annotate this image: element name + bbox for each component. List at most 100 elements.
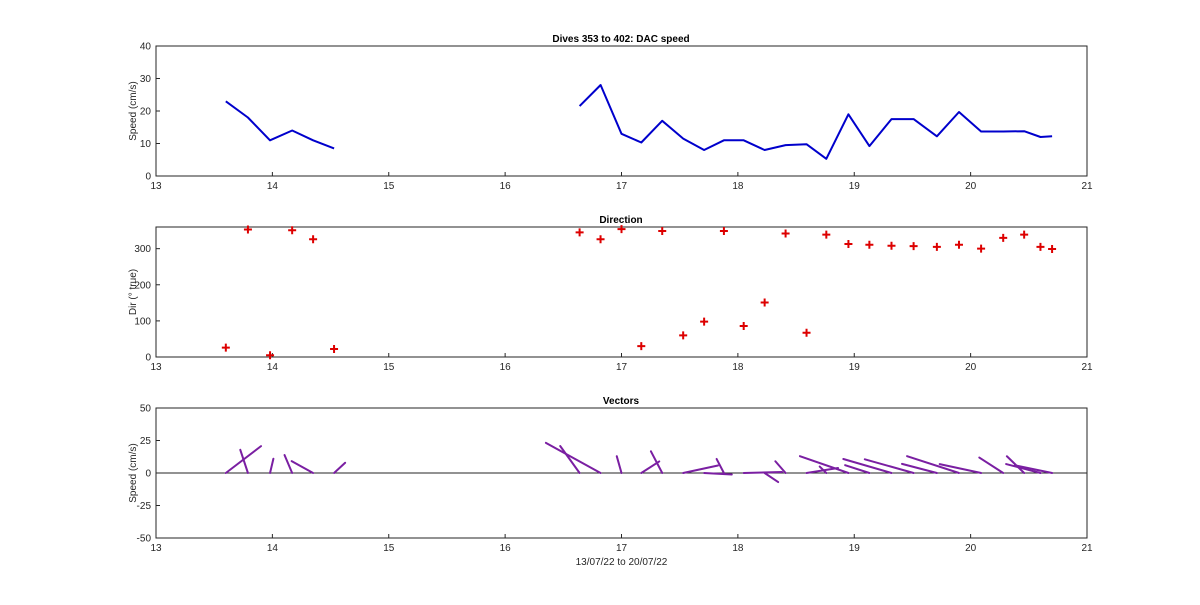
direction-point — [977, 244, 986, 253]
direction-point — [243, 225, 252, 234]
direction-point — [288, 226, 297, 235]
velocity-vector — [906, 455, 960, 474]
direction-point — [266, 351, 275, 360]
chart-title: Direction — [599, 215, 642, 226]
direction-point — [679, 331, 688, 340]
velocity-vector — [559, 445, 581, 474]
y-tick-label: 25 — [140, 436, 152, 447]
velocity-vector — [703, 472, 733, 476]
x-tick-label: 19 — [849, 543, 861, 554]
velocity-vector — [269, 457, 275, 474]
velocity-vector — [333, 461, 347, 474]
velocity-vector — [649, 450, 664, 474]
direction-point — [760, 298, 769, 307]
velocity-vector — [1005, 463, 1042, 474]
direction-point — [1036, 242, 1045, 251]
velocity-vector — [863, 458, 915, 474]
y-tick-label: 10 — [140, 139, 152, 150]
direction-point — [739, 321, 748, 330]
direction-point — [658, 226, 667, 235]
chart-title: Vectors — [603, 396, 640, 407]
direction-point — [309, 235, 318, 244]
velocity-vector — [844, 464, 871, 474]
speed-line — [225, 100, 335, 150]
x-tick-label: 21 — [1081, 181, 1093, 192]
x-tick-label: 17 — [616, 362, 628, 373]
axes-frame — [155, 45, 1088, 177]
y-axis-label: Speed (cm/s) — [128, 81, 139, 140]
direction-point — [700, 317, 709, 326]
velocity-vector — [818, 465, 828, 474]
y-tick-label: 0 — [145, 172, 151, 183]
x-tick-label: 16 — [500, 543, 512, 554]
velocity-vector — [742, 471, 784, 474]
direction-point — [330, 345, 339, 354]
velocity-vector — [615, 455, 623, 474]
y-tick-label: 0 — [145, 353, 151, 364]
y-tick-label: 300 — [134, 244, 151, 255]
direction-point — [954, 240, 963, 249]
velocity-vector — [978, 456, 1005, 474]
y-tick-label: 40 — [140, 42, 152, 53]
x-tick-label: 16 — [500, 362, 512, 373]
y-tick-label: 200 — [134, 280, 151, 291]
direction-point — [221, 343, 230, 352]
velocity-vector — [1013, 464, 1054, 474]
speed-line — [578, 84, 1053, 160]
x-tick-label: 19 — [849, 181, 861, 192]
x-tick-label: 13 — [150, 543, 162, 554]
x-tick-label: 14 — [267, 543, 279, 554]
x-tick-label: 21 — [1081, 362, 1093, 373]
direction-panel: 13 14 15 16 17 18 19 20 21 0 100 200 300 Direction Dir… — [128, 215, 1093, 373]
x-tick-label: 17 — [616, 543, 628, 554]
velocity-vector — [938, 463, 983, 474]
y-tick-label: 0 — [145, 469, 151, 480]
y-tick-label: 30 — [140, 74, 152, 85]
direction-point — [1048, 245, 1057, 254]
direction-point — [617, 225, 626, 234]
x-tick-label: 15 — [383, 543, 395, 554]
y-tick-label: -50 — [137, 534, 152, 545]
y-axis-label: Speed (cm/s) — [128, 443, 139, 502]
direction-point — [802, 328, 811, 337]
velocity-vector — [798, 455, 850, 474]
velocity-vector — [900, 462, 938, 474]
x-tick-label: 14 — [267, 181, 279, 192]
velocity-vector — [283, 454, 294, 474]
velocity-vector — [715, 457, 725, 474]
axes-frame — [155, 226, 1088, 358]
x-tick-label: 13 — [150, 181, 162, 192]
direction-point — [844, 239, 853, 248]
velocity-vector — [842, 457, 893, 474]
direction-point — [637, 342, 646, 351]
direction-point — [865, 240, 874, 249]
x-tick-label: 16 — [500, 181, 512, 192]
direction-point — [781, 229, 790, 238]
velocity-vector — [239, 448, 249, 474]
direction-point — [822, 230, 831, 239]
x-tick-label: 18 — [732, 543, 744, 554]
x-tick-label: 20 — [965, 362, 977, 373]
direction-point — [575, 228, 584, 237]
velocity-vector — [763, 472, 780, 484]
velocity-vector — [682, 464, 719, 474]
x-tick-label: 15 — [383, 362, 395, 373]
direction-point — [719, 226, 728, 235]
x-tick-label: 18 — [732, 181, 744, 192]
velocity-vector — [805, 467, 840, 474]
direction-point — [596, 235, 605, 244]
direction-point — [999, 233, 1008, 242]
direction-point — [909, 242, 918, 251]
velocity-vector — [774, 460, 787, 474]
x-tick-label: 14 — [267, 362, 279, 373]
x-tick-label: 15 — [383, 181, 395, 192]
y-axis-label: Dir (° true) — [128, 269, 139, 315]
x-tick-label: 13 — [150, 362, 162, 373]
x-tick-label: 20 — [965, 181, 977, 192]
y-tick-label: -25 — [137, 501, 152, 512]
velocity-vector — [544, 441, 602, 474]
x-tick-label: 20 — [965, 543, 977, 554]
speed-panel: 13 14 15 16 17 18 19 20 21 0 10 20 30 40 Dives 353 to … — [128, 34, 1093, 192]
vectors-panel: 13 14 15 16 17 18 19 20 21 -50 -25 0 25 50 Vectors Spee… — [128, 396, 1093, 568]
